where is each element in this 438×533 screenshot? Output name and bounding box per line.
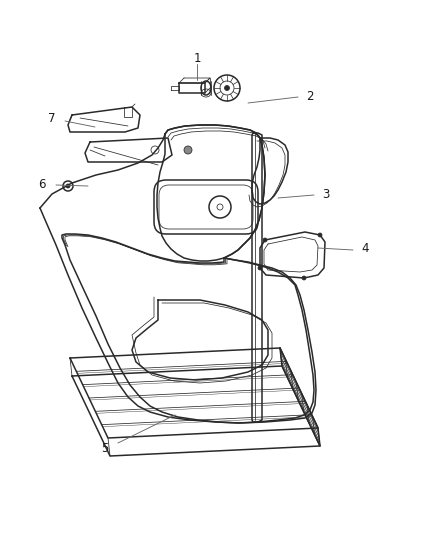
Circle shape [258, 266, 262, 270]
Circle shape [225, 85, 230, 91]
Circle shape [318, 233, 322, 237]
Text: 5: 5 [101, 441, 109, 455]
Circle shape [302, 276, 306, 280]
Text: 7: 7 [48, 111, 56, 125]
Text: 3: 3 [322, 189, 330, 201]
Circle shape [184, 146, 192, 154]
Text: 6: 6 [38, 179, 46, 191]
Text: 2: 2 [306, 91, 314, 103]
Text: 4: 4 [361, 241, 369, 254]
Circle shape [263, 238, 267, 242]
Circle shape [66, 184, 70, 188]
Text: 1: 1 [193, 52, 201, 64]
